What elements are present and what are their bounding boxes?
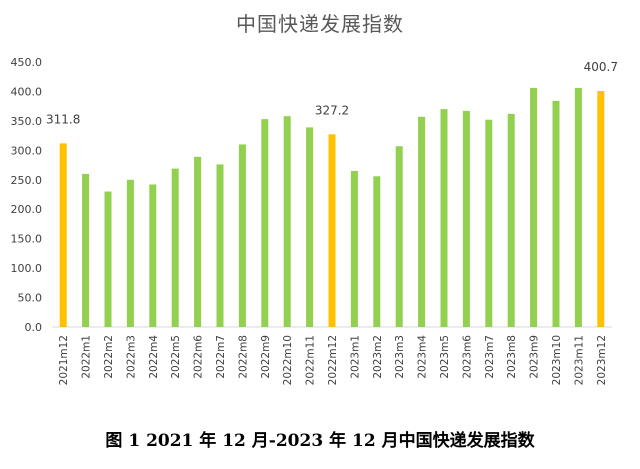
- bar-2023m10: [552, 100, 560, 327]
- y-tick-label: 0.0: [25, 321, 43, 334]
- x-tick-label: 2023m8: [506, 335, 518, 379]
- y-tick-label: 350.0: [11, 115, 43, 128]
- x-tick-label: 2022m9: [260, 335, 272, 379]
- y-tick-label: 250.0: [11, 174, 43, 187]
- x-tick-label: 2022m8: [237, 335, 249, 379]
- x-tick-label: 2022m7: [215, 335, 227, 379]
- bar-chart: 0.0 50.0 100.0 150.0 200.0 250.0 300.0 350.0 400…: [11, 56, 618, 386]
- bar-2022m4: [149, 184, 157, 327]
- x-axis-ticks: 2021m12 2022m1 2022m2 2022m3 2022m4 2022m5 202…: [58, 335, 608, 386]
- x-tick-label: 2022m3: [125, 335, 137, 379]
- bar-2023m8: [507, 113, 515, 327]
- bar-2021m12: [59, 143, 67, 327]
- x-tick-label: 2022m11: [305, 335, 317, 385]
- data-label-2022m12: 327.2: [315, 103, 349, 117]
- bar-2023m11: [574, 87, 582, 328]
- x-tick-label: 2022m1: [81, 335, 93, 379]
- x-tick-label: 2023m11: [573, 335, 585, 385]
- y-tick-label: 150.0: [11, 233, 43, 246]
- bar-2022m12: [328, 134, 336, 327]
- figure-caption: 图 1 2021 年 12 月-2023 年 12 月中国快递发展指数: [105, 431, 535, 451]
- y-tick-label: 300.0: [11, 144, 43, 157]
- x-tick-label: 2023m4: [417, 335, 429, 379]
- data-label-2023m12: 400.7: [584, 60, 618, 74]
- bar-2022m6: [194, 156, 202, 327]
- y-tick-label: 400.0: [11, 85, 43, 98]
- y-tick-label: 50.0: [18, 292, 43, 305]
- x-tick-label: 2021m12: [58, 335, 70, 385]
- bar-2023m4: [418, 116, 426, 328]
- bar-2023m5: [440, 109, 448, 327]
- y-tick-label: 100.0: [11, 262, 43, 275]
- x-tick-label: 2023m10: [551, 335, 563, 385]
- bar-2022m2: [104, 191, 112, 327]
- bars: [59, 87, 605, 328]
- x-tick-label: 2023m3: [394, 335, 406, 379]
- x-tick-label: 2022m10: [282, 335, 294, 385]
- data-labels: 311.8 327.2 400.7: [46, 60, 618, 126]
- x-tick-label: 2022m2: [103, 335, 115, 379]
- x-tick-label: 2022m5: [170, 335, 182, 379]
- bar-2023m2: [373, 176, 381, 327]
- bar-2022m1: [82, 173, 90, 327]
- bar-2023m9: [530, 87, 538, 328]
- bar-2022m9: [261, 119, 269, 327]
- x-tick-label: 2023m5: [439, 335, 451, 379]
- bar-2022m7: [216, 164, 224, 327]
- x-tick-label: 2023m7: [484, 335, 496, 379]
- bar-2023m6: [462, 110, 470, 327]
- bar-2022m3: [126, 179, 134, 327]
- x-tick-label: 2023m12: [596, 335, 608, 385]
- x-tick-label: 2023m9: [529, 335, 541, 379]
- data-label-2021m12: 311.8: [46, 112, 80, 126]
- bar-2023m7: [485, 119, 493, 327]
- x-tick-label: 2022m6: [193, 335, 205, 379]
- bar-2022m10: [283, 116, 291, 327]
- bar-2023m12: [597, 91, 605, 327]
- y-tick-label: 200.0: [11, 203, 43, 216]
- y-axis-ticks: 0.0 50.0 100.0 150.0 200.0 250.0 300.0 350.0 400…: [11, 56, 43, 334]
- y-tick-label: 450.0: [11, 56, 43, 69]
- x-tick-label: 2023m1: [349, 335, 361, 379]
- x-tick-label: 2023m6: [461, 335, 473, 379]
- bar-2022m11: [306, 127, 314, 327]
- bar-2022m8: [238, 144, 246, 327]
- x-tick-label: 2022m12: [327, 335, 339, 385]
- x-tick-label: 2022m4: [148, 335, 160, 379]
- x-tick-label: 2023m2: [372, 335, 384, 379]
- bar-2023m1: [350, 170, 358, 327]
- bar-2022m5: [171, 168, 179, 327]
- bar-2023m3: [395, 146, 403, 327]
- chart-title: 中国快递发展指数: [236, 12, 404, 36]
